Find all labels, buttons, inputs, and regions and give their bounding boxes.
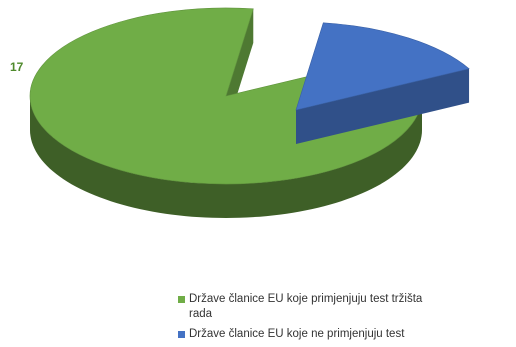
slice-side-0-0 — [30, 96, 422, 218]
legend-label-green: Države članice EU koje primjenjuju test … — [189, 293, 423, 320]
legend-swatch-blue — [178, 331, 185, 338]
legend-item-green: Države članice EU koje primjenjuju test … — [178, 292, 478, 322]
slice-top-0 — [29, 7, 423, 185]
pie-slice-blue — [295, 22, 470, 145]
data-label-green: 17 — [10, 60, 24, 74]
legend-item-blue: Države članice EU koje ne primjenjuju te… — [178, 327, 478, 342]
legend: Države članice EU koje primjenjuju test … — [178, 292, 478, 347]
slice-wall-1-1 — [296, 68, 470, 144]
slice-top-1 — [295, 22, 470, 111]
legend-swatch-green — [178, 296, 185, 303]
legend-label-blue: Države članice EU koje ne primjenjuju te… — [189, 328, 405, 340]
